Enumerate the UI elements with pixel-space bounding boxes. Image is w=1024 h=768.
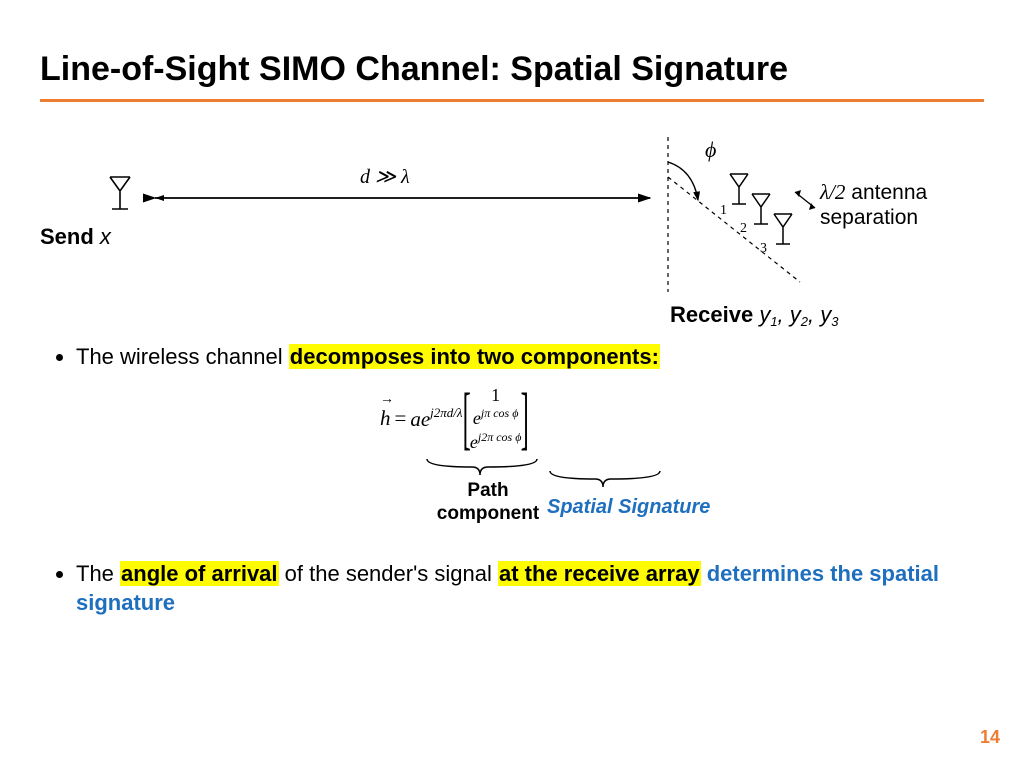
rbracket-icon: ] bbox=[521, 384, 529, 454]
bullet-2: The angle of arrival of the sender's sig… bbox=[76, 559, 984, 618]
eq-lhs: h bbox=[380, 406, 391, 431]
b2-hl1: angle of arrival bbox=[120, 561, 279, 586]
b2-pre: The bbox=[76, 561, 120, 586]
diagram-svg: 1 2 3 bbox=[40, 132, 1000, 332]
brace-spatial-icon bbox=[545, 469, 665, 491]
send-var: x bbox=[94, 224, 111, 249]
rx-antenna-2-icon bbox=[752, 194, 770, 224]
diagonal-dashed-line bbox=[668, 177, 800, 282]
brace-path-icon bbox=[422, 457, 542, 479]
rx-antenna-1-icon bbox=[730, 174, 748, 204]
eq-e: e bbox=[421, 407, 430, 431]
b2-mid: of the sender's signal bbox=[279, 561, 498, 586]
rv: y bbox=[759, 302, 770, 327]
rx-antenna-3-icon bbox=[774, 214, 792, 244]
rv3: y bbox=[820, 302, 831, 327]
page-title: Line-of-Sight SIMO Channel: Spatial Sign… bbox=[40, 50, 984, 89]
sep-txt2: separation bbox=[820, 206, 918, 229]
receive-label: Receive y1, y2, y3 bbox=[670, 302, 838, 329]
separation-label: λ/2 antenna separation bbox=[820, 180, 927, 230]
phi-label: ϕ bbox=[705, 137, 716, 163]
antenna-num-3: 3 bbox=[760, 241, 767, 256]
eq-exp: j2πd/λ bbox=[430, 405, 462, 420]
path-component-label: Pathcomponent bbox=[428, 479, 548, 527]
equation-block: h = aej2πd/λ [ 1 ejπ cos ϕ ej2π cos ϕ ] … bbox=[40, 384, 984, 539]
vec-r1: 1 bbox=[491, 384, 500, 407]
title-rule bbox=[40, 99, 984, 102]
vec-r3b: e bbox=[470, 432, 478, 452]
b2-hl2: at the receive array bbox=[498, 561, 701, 586]
receive-bold: Receive bbox=[670, 302, 753, 327]
b1-hl: decomposes into two components: bbox=[289, 344, 660, 369]
antenna-num-2: 2 bbox=[740, 221, 747, 236]
phi-arc bbox=[668, 162, 698, 200]
send-label: Send x bbox=[40, 224, 111, 250]
spatial-signature-label: Spatial Signature bbox=[547, 496, 747, 519]
b1-pre: The wireless channel bbox=[76, 344, 289, 369]
vec-r2b: e bbox=[473, 408, 481, 428]
eq-a: a bbox=[410, 407, 421, 431]
lbracket-icon: [ bbox=[462, 384, 470, 454]
rv2: y bbox=[790, 302, 801, 327]
sep-txt1: antenna bbox=[845, 181, 927, 204]
vec-r2e: jπ cos ϕ bbox=[481, 406, 519, 420]
send-antenna-icon bbox=[110, 177, 130, 209]
vec-r3e: j2π cos ϕ bbox=[478, 430, 522, 444]
sep-sym: λ/2 bbox=[820, 180, 845, 204]
bullet-1: The wireless channel decomposes into two… bbox=[76, 342, 984, 372]
distance-label: d ≫ λ bbox=[360, 164, 410, 189]
vector-stack: 1 ejπ cos ϕ ej2π cos ϕ bbox=[470, 384, 522, 454]
antenna-num-1: 1 bbox=[720, 203, 727, 218]
eq-eq: = bbox=[395, 406, 407, 431]
channel-diagram: 1 2 3 d ≫ λ ϕ Send x λ/2 antenna separat… bbox=[40, 132, 984, 332]
send-label-bold: Send bbox=[40, 224, 94, 249]
page-number: 14 bbox=[980, 727, 1000, 748]
